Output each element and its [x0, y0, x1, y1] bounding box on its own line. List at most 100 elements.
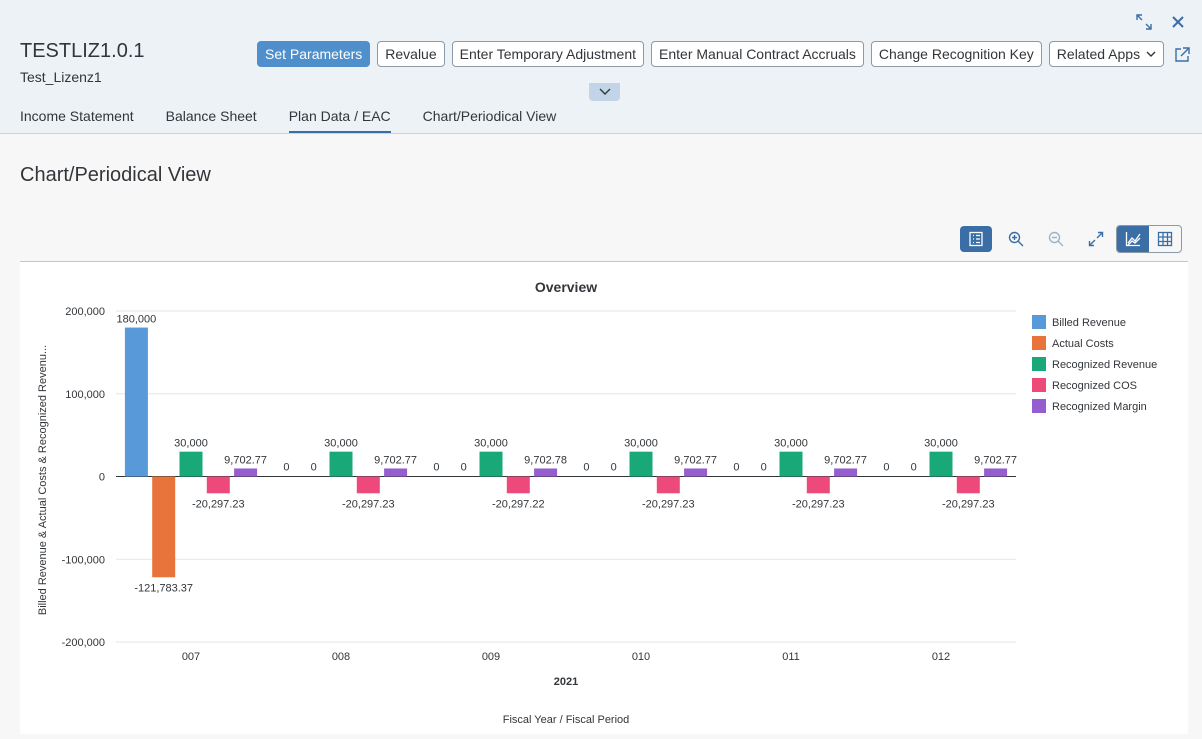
chevron-down-icon — [599, 88, 610, 95]
x-tick-label: 011 — [782, 651, 800, 663]
bar-recognized-margin — [384, 468, 408, 477]
data-label: 9,702.78 — [524, 454, 567, 466]
chart-title: Overview — [535, 279, 597, 295]
data-label: 30,000 — [624, 438, 658, 450]
bar-recognized-revenue — [929, 451, 953, 477]
data-label: 30,000 — [324, 438, 358, 450]
object-title: TESTLIZ1.0.1 — [20, 40, 145, 62]
bar-recognized-cos — [506, 476, 530, 494]
exit-fullscreen-icon[interactable] — [1134, 12, 1154, 32]
bar-recognized-revenue — [179, 451, 203, 477]
anchor-tabs: Income Statement Balance Sheet Plan Data… — [20, 108, 556, 133]
data-label: 9,702.77 — [674, 454, 717, 466]
bar-recognized-revenue — [779, 451, 803, 477]
chart-container: Overview 200,000 100,000 0 -100,000 -200,000… — [20, 261, 1188, 734]
data-label: 0 — [283, 462, 289, 474]
legend-swatch — [1032, 336, 1046, 350]
data-label: -20,297.23 — [642, 498, 695, 510]
related-apps-label: Related Apps — [1056, 46, 1141, 62]
data-label: 180,000 — [117, 314, 157, 326]
x-tick-label: 008 — [332, 651, 350, 663]
data-label: 0 — [433, 462, 439, 474]
bar-recognized-cos — [806, 476, 830, 494]
bar-recognized-margin — [534, 468, 558, 477]
collapse-header-button[interactable] — [589, 83, 620, 101]
enter-manual-contract-accruals-button[interactable]: Enter Manual Contract Accruals — [651, 41, 864, 67]
data-label: 9,702.77 — [824, 454, 867, 466]
data-label: 9,702.77 — [224, 454, 267, 466]
bar-recognized-cos — [956, 476, 980, 494]
enter-temporary-adjustment-button[interactable]: Enter Temporary Adjustment — [451, 41, 645, 67]
y-tick-label: -100,000 — [62, 554, 105, 566]
share-icon[interactable] — [1171, 44, 1193, 66]
y-tick-label: 0 — [99, 472, 105, 484]
data-label: 30,000 — [174, 438, 208, 450]
bar-recognized-margin — [834, 468, 858, 477]
data-label: -20,297.22 — [492, 498, 545, 510]
bar-recognized-cos — [206, 476, 230, 494]
y-tick-label: 100,000 — [65, 389, 105, 401]
set-parameters-button[interactable]: Set Parameters — [257, 41, 371, 67]
bar-recognized-revenue — [629, 451, 653, 477]
overview-chart: Overview 200,000 100,000 0 -100,000 -200,000… — [37, 279, 1157, 726]
tab-income-statement[interactable]: Income Statement — [20, 108, 134, 124]
legend-label: Actual Costs — [1052, 338, 1114, 350]
legend-toggle-icon[interactable] — [960, 226, 992, 252]
legend-swatch — [1032, 315, 1046, 329]
bar-recognized-margin — [234, 468, 258, 477]
legend-label: Recognized Margin — [1052, 401, 1147, 413]
data-label: 30,000 — [924, 438, 958, 450]
data-label: 0 — [311, 462, 317, 474]
bar-recognized-revenue — [329, 451, 353, 477]
tab-plan-data-eac[interactable]: Plan Data / EAC — [288, 108, 391, 133]
data-label: 0 — [733, 462, 739, 474]
y-axis-title: Billed Revenue & Actual Costs & Recogniz… — [37, 345, 49, 615]
related-apps-button[interactable]: Related Apps — [1048, 41, 1165, 67]
data-label: 9,702.77 — [374, 454, 417, 466]
data-label: 0 — [911, 462, 917, 474]
chevron-down-icon — [1146, 51, 1156, 57]
bar-billed-revenue — [124, 327, 148, 477]
x-tick-label: 012 — [932, 651, 950, 663]
data-label: 30,000 — [774, 438, 808, 450]
x-tick-label: 009 — [482, 651, 500, 663]
chart-view-icon[interactable] — [1117, 226, 1149, 252]
data-label: -121,783.37 — [134, 582, 193, 594]
view-switch — [1116, 225, 1182, 253]
data-label: -20,297.23 — [792, 498, 845, 510]
x-group-label: 2021 — [554, 676, 578, 688]
zoom-out-icon[interactable] — [1040, 226, 1072, 252]
legend-label: Recognized COS — [1052, 380, 1137, 392]
header-toolbar: Set Parameters Revalue Enter Temporary A… — [257, 41, 1165, 67]
legend-swatch — [1032, 399, 1046, 413]
data-label: -20,297.23 — [192, 498, 245, 510]
y-tick-label: -200,000 — [62, 637, 105, 649]
data-label: 30,000 — [474, 438, 508, 450]
bar-recognized-revenue — [479, 451, 503, 477]
y-tick-label: 200,000 — [65, 306, 105, 318]
tab-chart-periodical-view[interactable]: Chart/Periodical View — [422, 108, 557, 124]
fullscreen-icon[interactable] — [1080, 226, 1112, 252]
data-label: 0 — [583, 462, 589, 474]
zoom-in-icon[interactable] — [1000, 226, 1032, 252]
object-subtitle: Test_Lizenz1 — [20, 69, 102, 85]
revalue-button[interactable]: Revalue — [377, 41, 445, 67]
bar-recognized-cos — [356, 476, 380, 494]
close-icon[interactable] — [1168, 12, 1188, 32]
table-view-icon[interactable] — [1149, 226, 1181, 252]
section-title: Chart/Periodical View — [20, 164, 211, 186]
change-recognition-key-button[interactable]: Change Recognition Key — [870, 41, 1042, 67]
x-tick-label: 010 — [632, 651, 650, 663]
bar-actual-costs — [152, 476, 176, 578]
data-label: 0 — [461, 462, 467, 474]
bar-recognized-cos — [656, 476, 680, 494]
legend-swatch — [1032, 378, 1046, 392]
data-label: -20,297.23 — [942, 498, 995, 510]
x-tick-label: 007 — [182, 651, 200, 663]
x-axis-title: Fiscal Year / Fiscal Period — [503, 714, 630, 726]
data-label: 0 — [761, 462, 767, 474]
tab-balance-sheet[interactable]: Balance Sheet — [165, 108, 257, 124]
legend-swatch — [1032, 357, 1046, 371]
window-actions — [1134, 12, 1188, 32]
object-page-header: TESTLIZ1.0.1 Test_Lizenz1 Set Parameters… — [0, 0, 1202, 134]
